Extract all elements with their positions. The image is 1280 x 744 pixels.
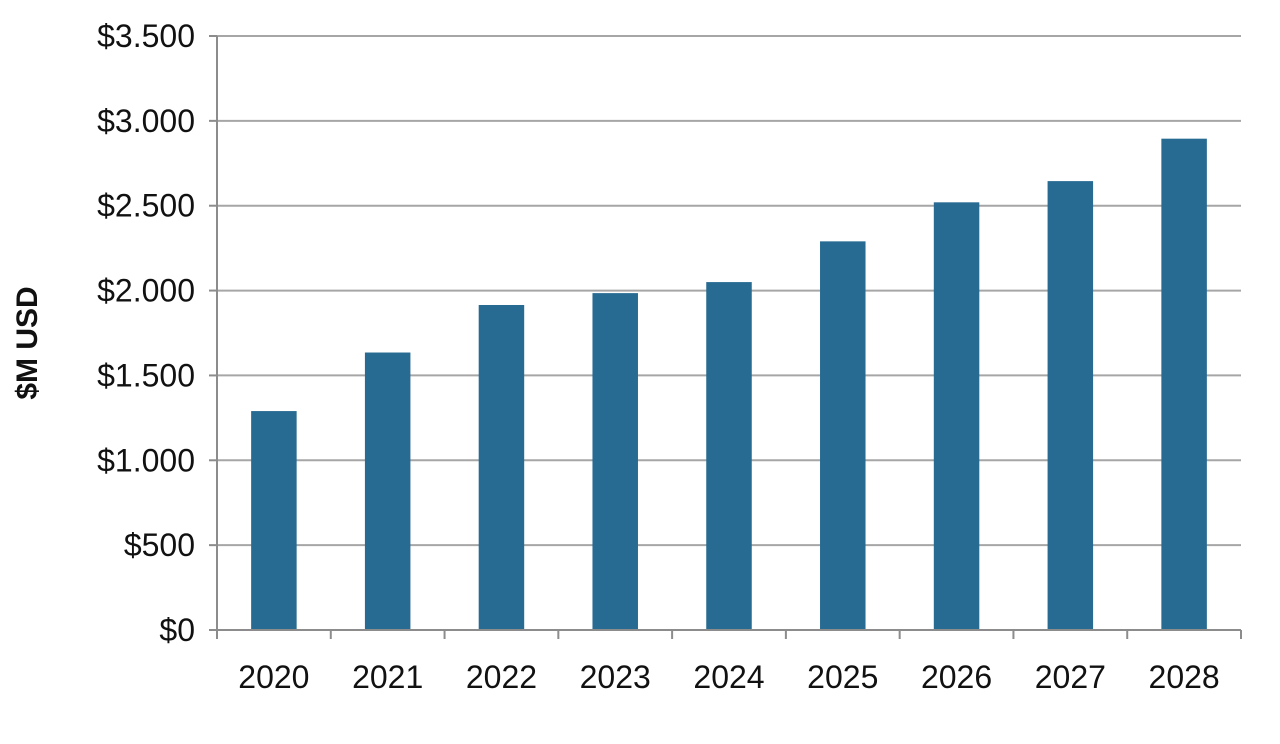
bar-2028 — [1161, 138, 1207, 631]
bar-2024 — [706, 282, 752, 630]
y-tick-label: $1.000 — [97, 442, 195, 478]
bar-2023 — [592, 293, 638, 630]
x-tick-label: 2025 — [807, 659, 878, 695]
x-tick-label: 2024 — [693, 659, 764, 695]
y-tick-label: $2.500 — [97, 188, 195, 224]
x-tick-label: 2021 — [352, 659, 423, 695]
bar-2026 — [933, 202, 980, 630]
y-axis-title: $M USD — [11, 286, 44, 399]
bars — [251, 138, 1207, 631]
bar-2021 — [364, 352, 411, 630]
y-tick-label: $3.500 — [97, 18, 195, 54]
x-tick-label: 2020 — [238, 659, 309, 695]
axes — [209, 35, 1242, 639]
tick-labels: $0 $500 $1.000 $1.500 $2.000 $2.500 $3.000 $3.5… — [97, 18, 1220, 695]
y-tick-label: $0 — [159, 612, 195, 648]
y-tick-label: $500 — [124, 527, 195, 563]
bar-2027 — [1047, 181, 1094, 630]
y-tick-label: $2.000 — [97, 273, 195, 309]
bar-2020 — [251, 411, 297, 630]
x-tick-label: 2026 — [921, 659, 992, 695]
bar-2025 — [820, 241, 866, 630]
bar-2022 — [478, 304, 525, 630]
y-tick-label: $3.000 — [97, 103, 195, 139]
x-tick-label: 2027 — [1035, 659, 1106, 695]
y-tick-label: $1.500 — [97, 357, 195, 393]
x-tick-label: 2028 — [1149, 659, 1220, 695]
x-tick-label: 2022 — [466, 659, 537, 695]
x-tick-label: 2023 — [580, 659, 651, 695]
